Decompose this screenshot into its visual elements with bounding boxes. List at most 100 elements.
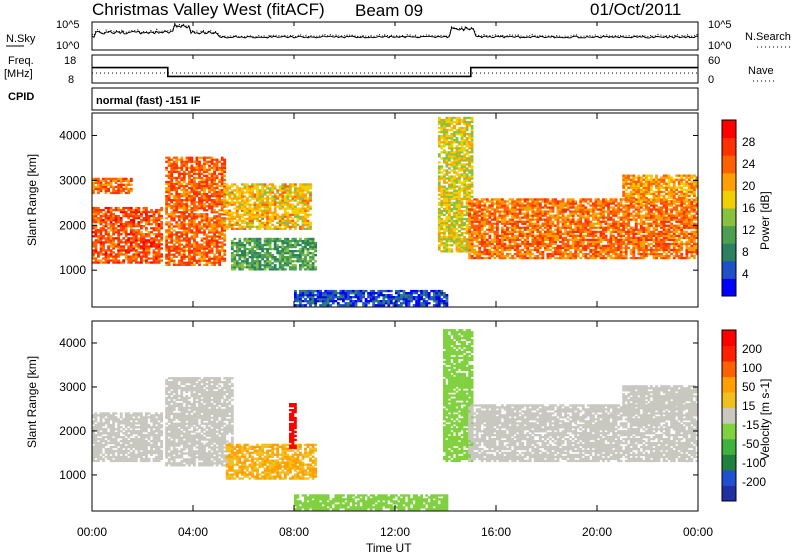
power-cells-cell [107, 237, 110, 240]
power-cells-cell [581, 240, 585, 244]
power-cells-cell [220, 213, 224, 216]
power-cells-cell [566, 246, 570, 250]
power-cells-cell [440, 118, 444, 122]
power-cells-cell [251, 193, 254, 196]
power-cells-cell [114, 227, 118, 230]
power-cells-cell [445, 221, 449, 225]
power-cells-cell [309, 298, 312, 301]
power-cells-cell [536, 248, 540, 252]
power-cells-cell [405, 300, 408, 303]
power-cells-cell [208, 184, 211, 188]
power-cells-cell [541, 240, 545, 244]
power-cells-cell [253, 185, 257, 188]
power-cells-cell [321, 292, 325, 295]
power-cells-cell [205, 235, 209, 238]
power-cells-cell [273, 256, 277, 259]
power-cells-cell [488, 228, 492, 231]
power-cells-cell [182, 263, 186, 266]
power-cells-cell [278, 237, 282, 241]
power-cells-cell [223, 243, 227, 246]
power-cells-cell [501, 210, 504, 213]
power-cells-cell [304, 223, 307, 226]
power-cells-cell [579, 248, 583, 252]
power-cells-cell [458, 238, 461, 241]
power-cells-cell [180, 201, 184, 204]
power-cells-cell [132, 212, 136, 216]
power-cells-cell [544, 220, 547, 223]
power-cells-cell [117, 221, 121, 224]
power-cells-cell [470, 118, 474, 122]
power-cells-cell [160, 221, 163, 224]
power-cells-cell [468, 212, 471, 215]
power-cells-cell [349, 298, 353, 301]
power-cells-cell [233, 195, 237, 198]
power-cells-cell [241, 227, 244, 230]
power-cells-cell [536, 198, 540, 201]
power-cells-cell [215, 261, 219, 264]
power-cells-cell [501, 246, 504, 250]
power-cells-cell [190, 235, 194, 238]
power-cells-cell [448, 191, 451, 194]
power-cells-cell [243, 254, 247, 257]
power-cells-cell [175, 188, 179, 192]
power-cells-cell [516, 224, 519, 227]
power-cells-cell [117, 208, 121, 212]
power-cells-cell [458, 203, 461, 206]
power-cells-cell [190, 225, 194, 228]
power-cells-cell [458, 133, 461, 136]
power-cells-cell [506, 236, 509, 239]
power-cells-cell [531, 204, 535, 207]
power-cells-cell [268, 205, 272, 208]
power-cells-cell [425, 304, 429, 307]
power-cells-cell [172, 243, 176, 246]
power-cells-cell [97, 191, 100, 195]
power-cells-cell [569, 228, 572, 231]
power-cells-cell [369, 289, 373, 293]
power-cells-cell [475, 210, 479, 213]
power-cells-cell [188, 219, 191, 222]
power-cells-cell [336, 302, 340, 305]
power-cells-cell [306, 260, 310, 263]
power-cells-cell [561, 236, 565, 239]
power-cells-cell [513, 222, 517, 225]
power-cells-cell [541, 214, 545, 217]
power-cells-cell [306, 219, 310, 222]
power-cells-cell [458, 197, 461, 200]
power-cells-cell [538, 238, 542, 241]
power-cells-cell [554, 238, 557, 241]
power-cells-cell [496, 222, 499, 225]
power-cells-cell [155, 233, 158, 236]
power-cells-cell [248, 227, 252, 230]
power-cells-cell [440, 242, 444, 245]
power-cells-cell [238, 217, 242, 220]
power-cells-cell [109, 255, 113, 258]
power-cells-cell [369, 296, 373, 299]
power-cells-cell [152, 245, 156, 248]
chart-title: Christmas Valley West (fitACF) [92, 0, 325, 19]
power-cells-cell [445, 187, 449, 190]
power-cells-cell [541, 224, 545, 227]
power-cells-cell [177, 249, 181, 252]
power-cells-cell [586, 220, 590, 223]
power-cells-cell [129, 259, 133, 262]
power-cells-cell [266, 191, 269, 194]
power-cells-cell [92, 255, 95, 258]
power-cells-cell [526, 220, 530, 223]
power-cells-cell [180, 217, 184, 220]
power-cells-cell [177, 263, 181, 266]
power-cells-cell [559, 228, 562, 231]
power-cells-cell [455, 145, 459, 148]
power-cells-cell [281, 187, 285, 190]
power-cells-cell [589, 230, 593, 233]
power-cells-cell [440, 185, 444, 188]
power-cells-cell [432, 296, 436, 299]
power-cells-cell [225, 199, 229, 202]
power-cells-cell [94, 221, 98, 224]
power-cells-cell [458, 207, 461, 211]
power-cells-cell [220, 223, 224, 226]
power-cells-cell [175, 156, 179, 159]
power-cells-cell [496, 208, 499, 211]
power-cells-cell [559, 244, 562, 248]
power-cells-cell [437, 294, 441, 297]
power-cells-cell [165, 168, 168, 171]
